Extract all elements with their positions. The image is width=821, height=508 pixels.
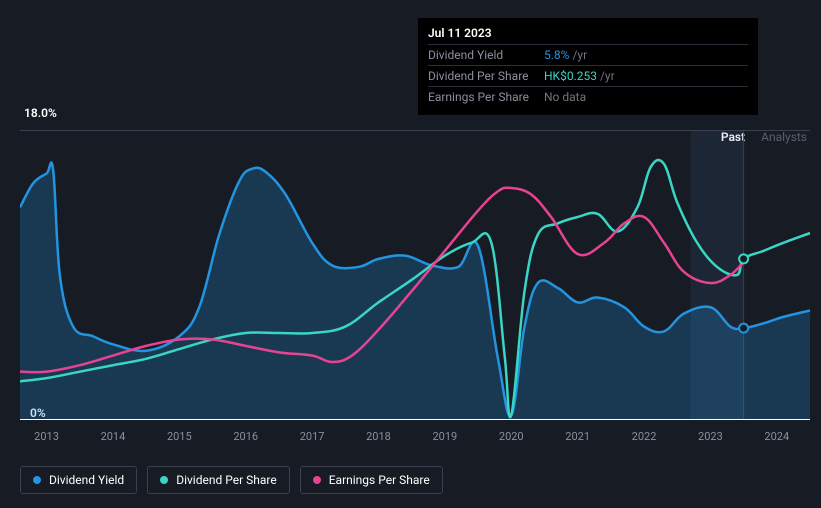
tooltip-row-unit: /yr xyxy=(600,69,615,83)
tooltip-row: Dividend Yield5.8%/yr xyxy=(428,44,748,65)
x-axis-tick: 2019 xyxy=(432,430,457,443)
tooltip-row-label: Dividend Per Share xyxy=(428,69,544,83)
x-axis-tick: 2016 xyxy=(233,430,258,443)
tooltip-row: Earnings Per ShareNo data xyxy=(428,86,748,107)
tooltip-date: Jul 11 2023 xyxy=(428,26,748,44)
y-axis-max-label: 18.0% xyxy=(24,106,57,120)
legend-label: Dividend Per Share xyxy=(176,473,277,487)
x-axis-tick: 2024 xyxy=(764,430,789,443)
x-axis-tick: 2020 xyxy=(499,430,524,443)
x-axis-tick: 2023 xyxy=(698,430,723,443)
x-axis-tick: 2022 xyxy=(632,430,657,443)
x-axis-tick: 2015 xyxy=(167,430,192,443)
legend-label: Dividend Yield xyxy=(49,473,124,487)
chart-tooltip: Jul 11 2023 Dividend Yield5.8%/yrDividen… xyxy=(418,18,758,115)
tooltip-row-value: 5.8% xyxy=(544,48,569,62)
x-axis-tick: 2014 xyxy=(101,430,126,443)
x-axis-tick: 2013 xyxy=(34,430,59,443)
tooltip-row-unit: /yr xyxy=(572,48,587,62)
chart-plot-area xyxy=(20,130,810,420)
tooltip-row-value: HK$0.253 xyxy=(544,69,597,83)
x-axis-tick: 2017 xyxy=(300,430,325,443)
chart-svg xyxy=(20,130,810,420)
legend-item[interactable]: Dividend Per Share xyxy=(147,466,290,494)
tooltip-row-label: Dividend Yield xyxy=(428,48,544,62)
legend-label: Earnings Per Share xyxy=(329,473,430,487)
legend-dot-icon xyxy=(33,476,41,484)
tooltip-row-value: No data xyxy=(544,90,586,104)
legend-dot-icon xyxy=(313,476,321,484)
legend-item[interactable]: Earnings Per Share xyxy=(300,466,443,494)
chart-legend: Dividend Yield Dividend Per Share Earnings… xyxy=(20,466,443,494)
tooltip-row-label: Earnings Per Share xyxy=(428,90,544,104)
x-axis-tick: 2021 xyxy=(565,430,590,443)
x-axis: 2013 2014 2015 2016 2017 2018 2019 2020 2021 2022… xyxy=(20,430,810,450)
tooltip-row: Dividend Per ShareHK$0.253/yr xyxy=(428,65,748,86)
legend-dot-icon xyxy=(160,476,168,484)
legend-item[interactable]: Dividend Yield xyxy=(20,466,137,494)
x-axis-tick: 2018 xyxy=(366,430,391,443)
